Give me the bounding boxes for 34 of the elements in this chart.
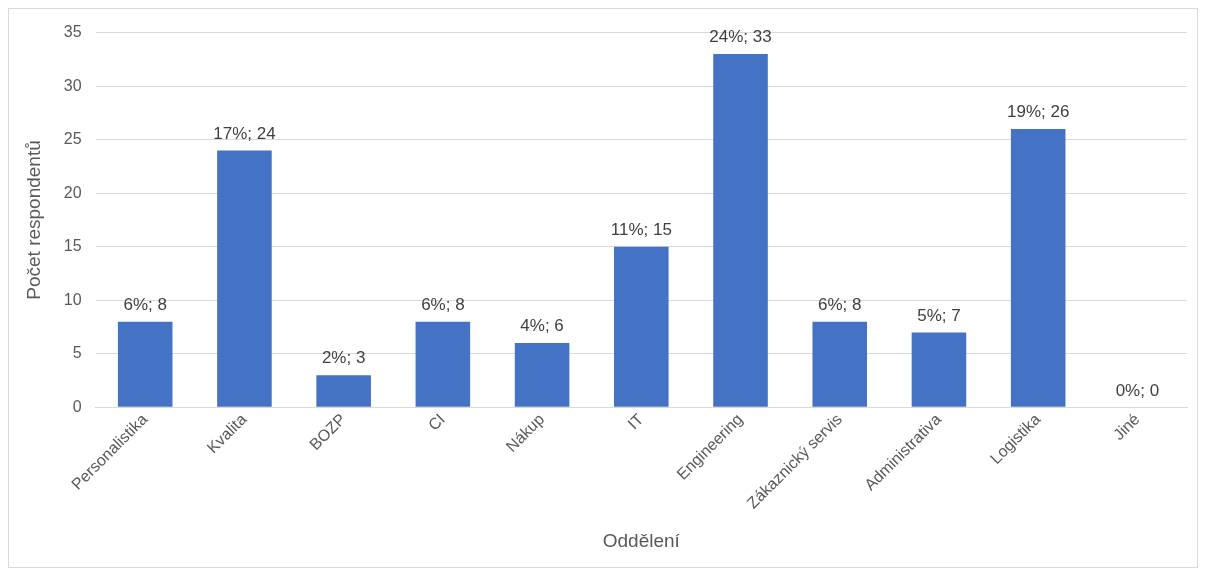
data-label: 24%; 33 (709, 27, 772, 47)
y-tick-label: 25 (63, 130, 82, 148)
bar (1010, 128, 1066, 407)
y-tick-label: 30 (63, 76, 82, 94)
bar (614, 246, 669, 407)
bar (514, 343, 570, 407)
x-tick-label: IT (624, 410, 647, 433)
bar (117, 321, 173, 407)
y-tick-label: 10 (63, 290, 82, 308)
data-label: 6%; 8 (123, 294, 167, 314)
x-tick-label: CI (424, 410, 449, 434)
data-label: 11%; 15 (610, 219, 672, 239)
x-axis-title: Oddělení (602, 529, 681, 551)
y-tick-label: 0 (72, 397, 82, 415)
data-label: 0%; 0 (1115, 380, 1160, 400)
bar (812, 321, 868, 407)
data-label: 17%; 24 (213, 123, 276, 143)
data-label: 4%; 6 (520, 316, 564, 336)
data-label: 6%; 8 (421, 294, 465, 314)
y-tick-label: 5 (72, 344, 82, 362)
y-tick-label: 15 (63, 237, 82, 255)
bar (217, 150, 272, 407)
data-label: 2%; 3 (321, 348, 366, 368)
data-label: 5%; 7 (917, 305, 961, 325)
y-tick-label: 20 (63, 183, 82, 201)
data-label: 6%; 8 (817, 294, 862, 314)
y-tick-label: 35 (63, 23, 82, 41)
data-label: 19%; 26 (1006, 102, 1070, 122)
bar (911, 332, 967, 407)
x-tick-label: Jiné (1109, 410, 1143, 444)
bar (316, 375, 371, 407)
bar (415, 321, 471, 407)
bar (713, 54, 768, 407)
y-axis-title: Počet respondentů (22, 140, 44, 300)
